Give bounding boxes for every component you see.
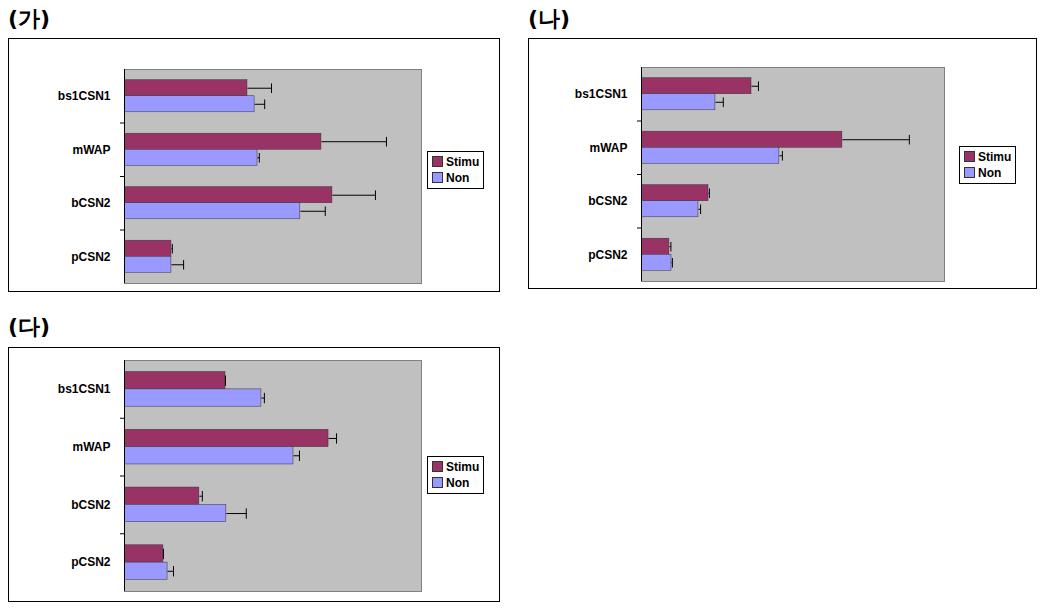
svg-text:mWAP: mWAP [72, 143, 110, 157]
html-text:Stimu: Stimu [978, 150, 1012, 164]
html-text:Stimu: Stimu [446, 155, 480, 169]
html-text:Non: Non [978, 166, 1002, 180]
svg-text:bCSN2: bCSN2 [588, 194, 628, 208]
svg-text:mWAP: mWAP [589, 141, 627, 155]
svg-text:bCSN2: bCSN2 [71, 498, 111, 512]
svg-text:pCSN2: pCSN2 [71, 250, 111, 264]
svg-text:bs1CSN1: bs1CSN1 [58, 89, 111, 103]
html-text:Non: Non [446, 476, 470, 490]
html-text:Non: Non [446, 171, 470, 185]
svg-text:bs1CSN1: bs1CSN1 [575, 87, 628, 101]
svg-text:bCSN2: bCSN2 [71, 196, 111, 210]
svg-text:bs1CSN1: bs1CSN1 [58, 382, 111, 396]
html-text:(다): (다) [8, 314, 51, 339]
svg-text:pCSN2: pCSN2 [588, 248, 628, 262]
svg-text:mWAP: mWAP [72, 440, 110, 454]
html-text:(가): (가) [8, 6, 51, 31]
html-text:(나): (나) [528, 6, 571, 31]
svg-text:pCSN2: pCSN2 [71, 555, 111, 569]
html-text:Stimu: Stimu [446, 460, 480, 474]
